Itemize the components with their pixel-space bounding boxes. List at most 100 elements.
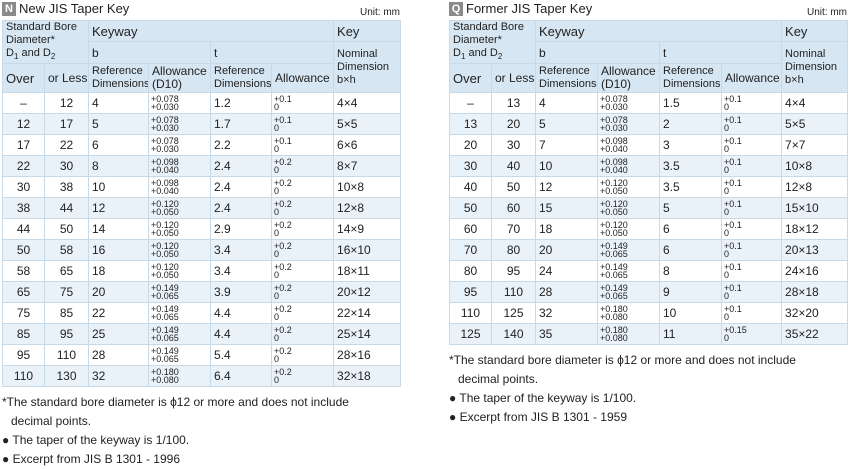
t-reference-cell: 2.9 [210,218,272,241]
allowance-upper: +0.1 [724,241,742,252]
allowance-lower: +0.065 [151,333,179,344]
over-cell: 110 [449,302,492,325]
or-less-cell: 40 [491,155,536,178]
table-row: 125 140 35 +0.180 +0.080 11 +0.15 0 35×22 [449,323,849,346]
or-less-cell: 13 [491,92,536,115]
or-less-cell: 22 [44,134,89,157]
b-allowance-cell: +0.120 +0.050 [148,260,211,283]
b-reference-cell: 20 [535,239,598,262]
allowance-upper: +0.1 [724,304,742,315]
b-reference-cell: 14 [88,218,149,241]
allowance-lower: 0 [274,102,280,113]
or-less-cell: 70 [491,218,536,241]
t-allowance-cell: +0.2 0 [270,302,335,325]
new-jis-panel: N New JIS Taper Key Unit: mm Standard Bo… [2,0,402,466]
allowance-header: Allowance [270,63,335,94]
allowance-lower: +0.080 [600,312,628,323]
b-reference-cell: 4 [535,92,598,115]
b-allowance-cell: +0.149 +0.065 [148,302,211,325]
allowance-lower: +0.030 [151,102,179,113]
allowance-upper: +0.098 [151,157,179,168]
key-dimension-cell: 5×5 [333,113,402,136]
or-less-cell: 12 [44,92,89,115]
allowance-upper: +0.149 [600,241,628,252]
t-allowance-cell: +0.1 0 [720,155,783,178]
header-text: 2 [50,52,56,62]
allowance-upper: +0.1 [274,94,292,105]
note-line: ● Excerpt from JIS B 1301 - 1996 [2,452,180,466]
over-cell: 58 [2,260,45,283]
table-row: 20 30 7 +0.098 +0.040 3 +0.1 0 7×7 [449,134,849,157]
t-reference-cell: 1.5 [659,92,722,115]
b-reference-cell: 24 [535,260,598,283]
over-cell: 50 [2,239,45,262]
table-row: 60 70 18 +0.120 +0.050 6 +0.1 0 18×12 [449,218,849,241]
allowance-lower: +0.050 [600,207,628,218]
table-row: 85 95 25 +0.149 +0.065 4.4 +0.2 0 25×14 [2,323,402,346]
allowance-upper: +0.120 [600,220,628,231]
table-row: 44 50 14 +0.120 +0.050 2.9 +0.2 0 14×9 [2,218,402,241]
allowance-upper: +0.1 [274,136,292,147]
or-less-cell: 95 [44,323,89,346]
table-row: 17 22 6 +0.078 +0.030 2.2 +0.1 0 6×6 [2,134,402,157]
over-cell: 125 [449,323,492,346]
key-dimension-cell: 4×4 [333,92,402,115]
header-text: Dimension [337,60,389,73]
t-reference-cell: 2.2 [210,134,272,157]
header-text: (D10) [152,77,183,92]
allowance-lower: +0.050 [600,228,628,239]
allowance-upper: +0.120 [600,199,628,210]
t-reference-cell: 8 [659,260,722,283]
b-reference-cell: 12 [88,197,149,220]
header-text: Allowance [601,64,656,79]
b-reference-cell: 18 [535,218,598,241]
allowance-upper: +0.1 [724,136,742,147]
key-header: Key [781,20,849,42]
header-row: Over or Less Reference Dimensions Allowance(… [449,63,848,94]
or-less-cell: 38 [44,176,89,199]
b-allowance-cell: +0.120 +0.050 [148,197,211,220]
b-allowance-cell: +0.098 +0.040 [148,155,211,178]
allowance-lower: +0.050 [151,249,179,260]
b-reference-cell: 32 [88,365,149,388]
allowance-upper: +0.078 [151,136,179,147]
keyway-header: Keyway [87,20,335,42]
allowance-lower: +0.065 [151,354,179,365]
b-reference-cell: 16 [88,239,149,262]
key-dimension-cell: 25×14 [333,323,402,346]
allowance-upper: +0.1 [724,115,742,126]
key-dimension-cell: 32×20 [781,302,849,325]
over-cell: – [449,92,492,115]
t-reference-cell: 9 [659,281,722,304]
allowance-lower: 0 [724,291,730,302]
note-line: decimal points. [11,414,92,428]
table-row: –13 4 +0.078 +0.030 1.5 +0.1 0 4×4 [449,92,849,115]
or-less-cell: 65 [44,260,89,283]
allowance-lower: 0 [724,333,730,344]
table-row: 110 130 32 +0.180 +0.080 6.4 +0.2 0 32×18 [2,365,402,388]
table-row: 95 110 28 +0.149 +0.065 9 +0.1 0 28×18 [449,281,849,304]
allowance-lower: 0 [274,165,280,176]
new-jis-title: New JIS Taper Key [19,1,130,16]
note-line: ● The taper of the keyway is 1/100. [2,433,190,447]
allowance-lower: 0 [724,123,730,134]
allowance-upper: +0.149 [600,262,628,273]
allowance-lower: +0.050 [151,228,179,239]
allowance-upper: +0.120 [151,262,179,273]
header-text: b×h [337,73,356,86]
header-text: Reference [539,65,590,78]
key-dimension-cell: 28×16 [333,344,402,367]
b-reference-cell: 5 [535,113,598,136]
b-allowance-cell: +0.078 +0.030 [148,92,211,115]
allowance-lower: +0.030 [600,102,628,113]
or-less-cell: 80 [491,239,536,262]
t-allowance-cell: +0.2 0 [270,218,335,241]
former-jis-notes: *The standard bore diameter is ϕ12 or mo… [449,351,847,427]
key-dimension-cell: 5×5 [781,113,849,136]
b-reference-cell: 15 [535,197,598,220]
reference-dimensions-header: Reference Dimensions [659,63,722,94]
t-reference-cell: 3.9 [210,281,272,304]
or-less-cell: 30 [491,134,536,157]
t-reference-cell: 3.5 [659,176,722,199]
b-reference-cell: 4 [88,92,149,115]
